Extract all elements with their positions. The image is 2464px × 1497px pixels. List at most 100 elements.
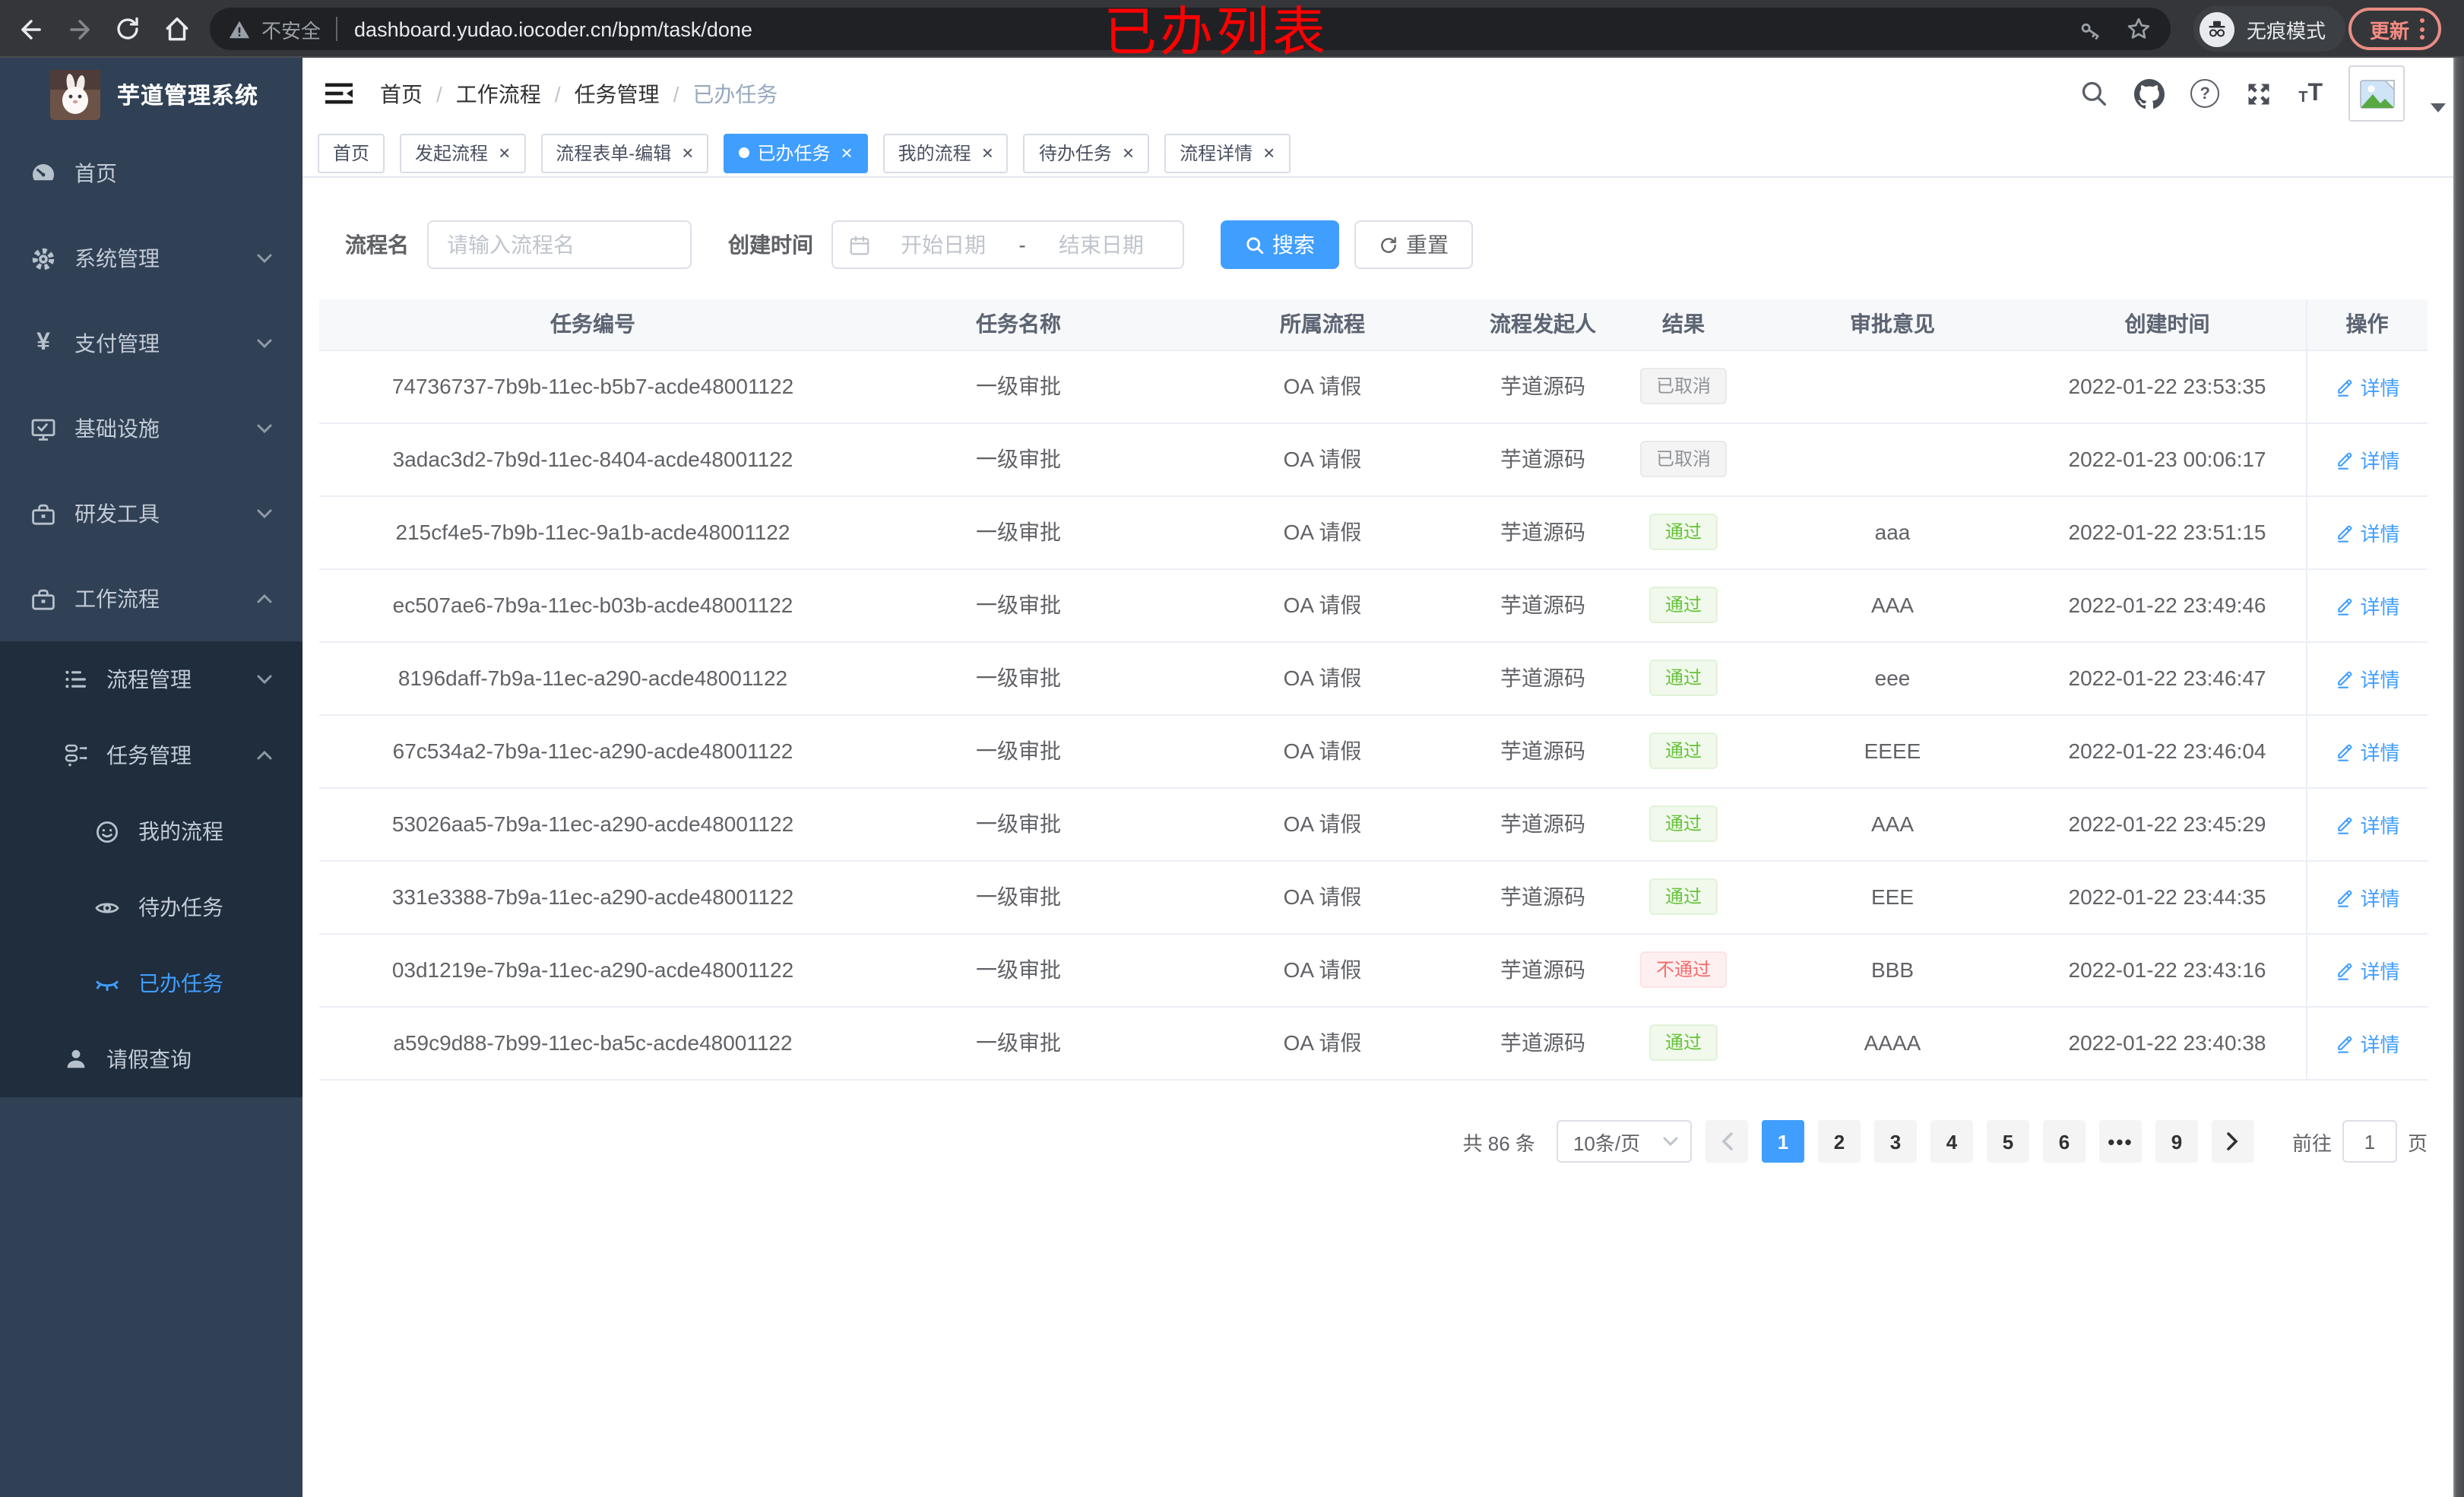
cell-result: 通过 bbox=[1611, 860, 1756, 934]
next-page-button[interactable] bbox=[2211, 1120, 2254, 1163]
calendar-icon bbox=[850, 235, 869, 255]
pager-page-4-button[interactable]: 4 bbox=[1930, 1120, 1973, 1163]
eye-icon bbox=[95, 902, 119, 913]
bookmark-star-icon[interactable] bbox=[2125, 15, 2152, 43]
browser-forward-button[interactable] bbox=[61, 11, 97, 47]
pager-page-6-button[interactable]: 6 bbox=[2042, 1120, 2086, 1163]
tab-done-tasks[interactable]: 已办任务 × bbox=[724, 133, 868, 172]
browser-menu-icon[interactable] bbox=[2420, 18, 2425, 40]
tab-close-icon[interactable]: × bbox=[841, 141, 853, 164]
tab-todo-tasks[interactable]: 待办任务 × bbox=[1023, 133, 1150, 172]
edit-pencil-icon bbox=[2337, 962, 2352, 980]
tab-my-process[interactable]: 我的流程 × bbox=[882, 133, 1009, 172]
pager-page-1-button[interactable]: 1 bbox=[1761, 1120, 1804, 1163]
cell-action: 详情 bbox=[2305, 714, 2428, 788]
browser-home-button[interactable] bbox=[158, 11, 195, 47]
warning-icon bbox=[229, 20, 250, 38]
tab-close-icon[interactable]: × bbox=[1122, 141, 1135, 164]
tab-process-form-edit[interactable]: 流程表单-编辑 × bbox=[540, 133, 709, 172]
detail-link[interactable]: 详情 bbox=[2334, 445, 2400, 473]
tab-close-icon[interactable]: × bbox=[1263, 141, 1275, 164]
browser-scrollbar[interactable] bbox=[2453, 58, 2464, 1497]
sidebar-item-infrastructure[interactable]: 基础设施 bbox=[0, 386, 302, 471]
edit-pencil-icon bbox=[2337, 524, 2352, 542]
pager-page-9-button[interactable]: 9 bbox=[2155, 1120, 2198, 1163]
pager-page-5-button[interactable]: 5 bbox=[1986, 1120, 2029, 1163]
edit-pencil-icon bbox=[2337, 889, 2352, 907]
security-label: 不安全 bbox=[261, 19, 321, 42]
cell-result: 通过 bbox=[1611, 787, 1756, 861]
sidebar-item-process-management[interactable]: 流程管理 bbox=[0, 641, 302, 717]
cell-opinion: eee bbox=[1756, 641, 2029, 715]
detail-link[interactable]: 详情 bbox=[2334, 663, 2400, 692]
tab-close-icon[interactable]: × bbox=[682, 141, 694, 164]
github-button[interactable] bbox=[2134, 78, 2165, 109]
cell-process: OA 请假 bbox=[1170, 1006, 1474, 1080]
help-button[interactable]: ? bbox=[2190, 79, 2220, 108]
goto-page-input[interactable] bbox=[2342, 1120, 2397, 1163]
table-body: 74736737-7b9b-11ec-b5b7-acde48001122 一级审批… bbox=[319, 350, 2428, 1080]
detail-link[interactable]: 详情 bbox=[2334, 1028, 2400, 1057]
detail-link[interactable]: 详情 bbox=[2334, 882, 2400, 911]
tab-close-icon[interactable]: × bbox=[499, 141, 511, 164]
sidebar-item-done-tasks[interactable]: 已办任务 bbox=[0, 945, 302, 1021]
password-key-icon[interactable] bbox=[2078, 16, 2104, 42]
tab-close-icon[interactable]: × bbox=[981, 141, 993, 164]
sidebar-collapse-button[interactable] bbox=[325, 82, 353, 105]
cell-task-id: 3adac3d2-7b9d-11ec-8404-acde48001122 bbox=[319, 423, 866, 496]
fullscreen-button[interactable] bbox=[2245, 80, 2272, 107]
chevron-down-icon bbox=[257, 254, 272, 263]
process-name-label: 流程名 bbox=[345, 233, 409, 257]
incognito-label: 无痕模式 bbox=[2247, 19, 2326, 42]
search-button[interactable] bbox=[2079, 79, 2108, 108]
sidebar-item-leave-query[interactable]: 请假查询 bbox=[0, 1021, 302, 1097]
detail-link[interactable]: 详情 bbox=[2334, 736, 2400, 765]
avatar-caret-icon[interactable] bbox=[2431, 103, 2446, 112]
sidebar-item-system[interactable]: 系统管理 bbox=[0, 216, 302, 301]
browser-reload-button[interactable] bbox=[109, 11, 146, 47]
sidebar-item-task-management[interactable]: 任务管理 bbox=[0, 717, 302, 793]
forward-icon bbox=[69, 19, 89, 39]
pager-page-3-button[interactable]: 3 bbox=[1873, 1120, 1917, 1163]
cell-process: OA 请假 bbox=[1170, 568, 1474, 642]
detail-link[interactable]: 详情 bbox=[2334, 372, 2400, 400]
page-size-select[interactable]: 10条/页 bbox=[1556, 1120, 1692, 1163]
reset-button[interactable]: 重置 bbox=[1354, 220, 1473, 269]
cell-task-name: 一级审批 bbox=[866, 933, 1170, 1007]
avatar[interactable] bbox=[2348, 65, 2405, 122]
breadcrumb-home[interactable]: 首页 bbox=[380, 81, 423, 106]
sidebar-item-dev-tools[interactable]: 研发工具 bbox=[0, 471, 302, 556]
prev-page-button[interactable] bbox=[1705, 1120, 1748, 1163]
sidebar-item-home[interactable]: 首页 bbox=[0, 131, 302, 216]
process-name-input[interactable] bbox=[427, 220, 692, 269]
browser-update-button[interactable]: 更新 bbox=[2348, 8, 2442, 50]
tab-home[interactable]: 首页 bbox=[318, 133, 385, 172]
cell-opinion: EEEE bbox=[1756, 714, 2029, 788]
detail-link[interactable]: 详情 bbox=[2334, 809, 2400, 838]
search-button[interactable]: 搜索 bbox=[1221, 220, 1339, 269]
sidebar-item-payment[interactable]: ¥ 支付管理 bbox=[0, 301, 302, 386]
goto-label: 前往 bbox=[2291, 1131, 2332, 1154]
pager-page-2-button[interactable]: 2 bbox=[1817, 1120, 1861, 1163]
detail-link[interactable]: 详情 bbox=[2334, 590, 2400, 619]
cell-task-id: 331e3388-7b9a-11ec-a290-acde48001122 bbox=[319, 860, 866, 934]
date-range-picker[interactable]: 开始日期 - 结束日期 bbox=[831, 220, 1184, 269]
cell-opinion: AAA bbox=[1756, 568, 2029, 642]
sidebar-item-my-process[interactable]: 我的流程 bbox=[0, 793, 302, 869]
detail-link[interactable]: 详情 bbox=[2334, 955, 2400, 984]
sidebar-item-workflow[interactable]: 工作流程 bbox=[0, 556, 302, 641]
address-bar[interactable]: 不安全 dashboard.yudao.iocoder.cn/bpm/task/… bbox=[210, 8, 2171, 50]
cell-opinion: BBB bbox=[1756, 933, 2029, 1007]
edit-pencil-icon bbox=[2337, 670, 2352, 688]
detail-link[interactable]: 详情 bbox=[2334, 517, 2400, 546]
result-badge: 已取消 bbox=[1640, 368, 1726, 404]
start-date-placeholder: 开始日期 bbox=[901, 233, 987, 257]
browser-back-button[interactable] bbox=[12, 11, 49, 47]
pager-more-button[interactable]: ••• bbox=[2098, 1120, 2142, 1163]
tab-start-process[interactable]: 发起流程 × bbox=[400, 133, 526, 172]
sidebar-item-todo-tasks[interactable]: 待办任务 bbox=[0, 869, 302, 945]
search-icon bbox=[1246, 236, 1264, 254]
tab-process-detail[interactable]: 流程详情 × bbox=[1164, 133, 1291, 172]
